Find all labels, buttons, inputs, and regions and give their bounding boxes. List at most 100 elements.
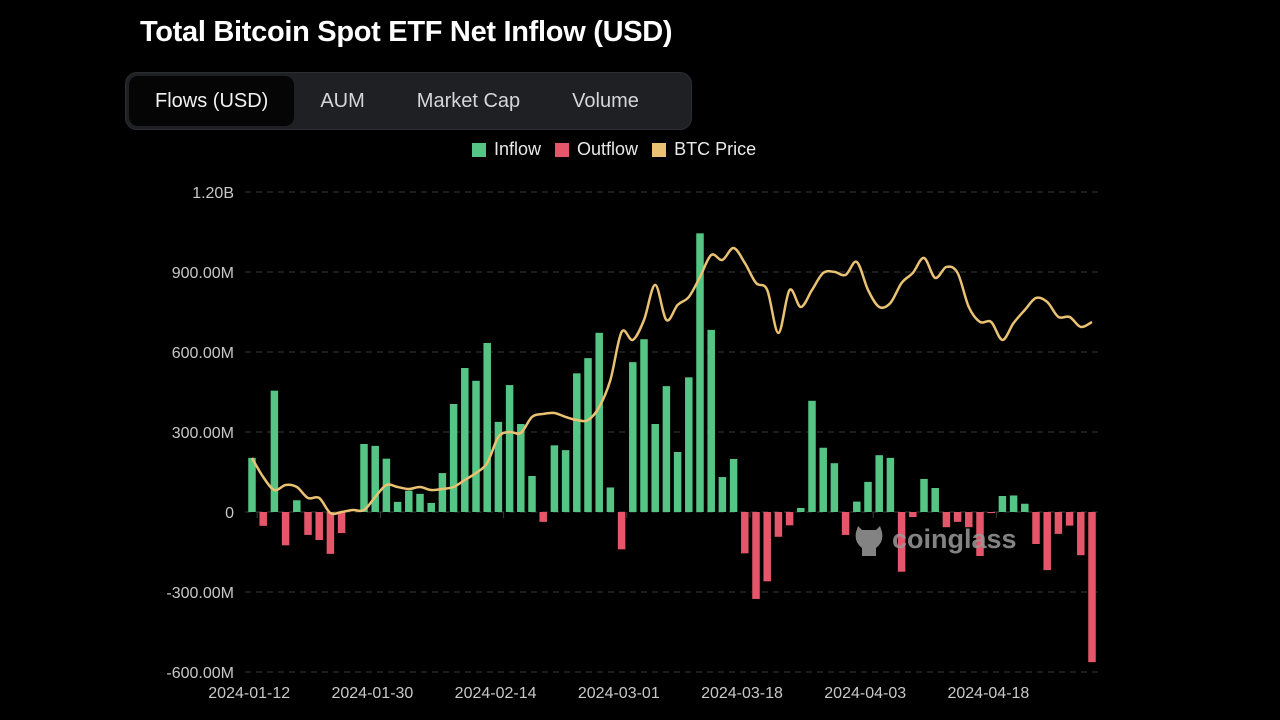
inflow-bar xyxy=(920,478,928,512)
inflow-bar xyxy=(405,490,413,512)
inflow-bar xyxy=(293,500,301,512)
inflow-bar xyxy=(561,450,570,512)
inflow-bar xyxy=(886,457,895,512)
legend-inflow[interactable]: Inflow xyxy=(472,139,541,160)
inflow-bar xyxy=(707,329,715,512)
inflow-bar xyxy=(595,332,603,512)
outflow-bar xyxy=(315,512,323,540)
inflow-bar xyxy=(1009,495,1018,512)
outflow-bar xyxy=(741,512,749,554)
outflow-bar xyxy=(763,512,771,582)
x-tick-label: 2024-03-01 xyxy=(578,685,660,702)
inflow-bar xyxy=(673,452,682,512)
coinglass-logo-icon xyxy=(855,526,883,556)
inflow-bar xyxy=(729,458,738,512)
watermark-text: coinglass xyxy=(892,523,1017,554)
y-tick-label: 600.00M xyxy=(172,345,234,362)
outflow-bar xyxy=(1077,512,1085,556)
inflow-bar xyxy=(449,404,458,512)
outflow-bar xyxy=(1054,512,1063,534)
inflow-bar xyxy=(808,400,816,512)
inflow-bar xyxy=(528,476,536,512)
outflow-bar xyxy=(281,512,290,546)
tab-aum[interactable]: AUM xyxy=(320,90,365,112)
inflow-bar xyxy=(393,501,402,512)
inflow-bar xyxy=(573,373,581,512)
page-title: Total Bitcoin Spot ETF Net Inflow (USD) xyxy=(140,16,673,48)
outflow-bar xyxy=(1032,512,1040,544)
outflow-bar xyxy=(785,512,794,526)
chart-type-tabs: Flows (USD) AUM Market Cap Volume xyxy=(125,72,692,130)
inflow-bar xyxy=(1021,503,1029,512)
inflow-bar xyxy=(853,501,861,512)
outflow-bar xyxy=(909,512,917,518)
inflow-bar xyxy=(416,493,424,512)
outflow-bar xyxy=(259,512,267,526)
inflow-bar xyxy=(505,385,514,512)
legend-label: Outflow xyxy=(577,139,639,159)
legend: Inflow Outflow BTC Price xyxy=(472,139,756,160)
inflow-bar xyxy=(640,339,648,512)
inflow-bar xyxy=(875,455,883,512)
x-tick-label: 2024-03-18 xyxy=(701,685,783,702)
inflow-bar xyxy=(438,473,447,512)
outflow-bar xyxy=(774,512,783,537)
x-tick-label: 2024-04-03 xyxy=(824,685,906,702)
tab-market-cap[interactable]: Market Cap xyxy=(416,90,521,112)
outflow-bar xyxy=(942,512,951,528)
x-tick-label: 2024-01-12 xyxy=(208,685,290,702)
inflow-bar xyxy=(718,477,727,512)
outflow-bar xyxy=(1065,512,1074,526)
inflow-bar xyxy=(494,421,503,512)
tab-volume[interactable]: Volume xyxy=(572,90,639,112)
inflow-bar xyxy=(662,386,671,512)
inflow-bar xyxy=(427,502,435,512)
y-tick-label: -600.00M xyxy=(166,665,234,682)
y-tick-label: 0 xyxy=(225,505,234,522)
legend-outflow[interactable]: Outflow xyxy=(555,139,638,160)
inflow-bar xyxy=(606,487,615,512)
inflow-bar xyxy=(629,362,637,512)
inflow-bar xyxy=(584,358,592,512)
inflow-bar xyxy=(270,390,279,512)
outflow-bar xyxy=(539,512,547,522)
outflow-bar xyxy=(897,512,906,572)
inflow-bar xyxy=(483,342,491,512)
x-tick-label: 2024-04-18 xyxy=(947,685,1029,702)
outflow-bar xyxy=(304,512,312,535)
inflow-bar xyxy=(472,380,480,512)
inflow-bar xyxy=(696,233,704,513)
inflow-bar xyxy=(371,445,379,512)
outflow-bar xyxy=(752,512,760,599)
legend-label: Inflow xyxy=(494,139,542,159)
outflow-bar xyxy=(965,512,973,528)
inflow-bar xyxy=(864,481,872,512)
legend-btc-price[interactable]: BTC Price xyxy=(652,139,756,160)
outflow-bar xyxy=(326,512,335,554)
y-tick-label: -300.00M xyxy=(166,585,234,602)
outflow-bar xyxy=(1088,512,1096,663)
coinglass-watermark: coinglass xyxy=(852,520,1017,558)
inflow-swatch xyxy=(472,142,486,157)
y-tick-label: 300.00M xyxy=(172,425,234,442)
btc-price-swatch xyxy=(652,142,667,157)
btc-price-line xyxy=(250,246,1093,516)
outflow-bar xyxy=(617,512,626,550)
tab-flows[interactable]: Flows (USD) xyxy=(129,76,295,126)
inflow-bar xyxy=(651,424,659,512)
inflow-bar xyxy=(931,488,939,512)
outflow-bar xyxy=(976,512,984,556)
y-tick-label: 1.20B xyxy=(192,185,234,202)
outflow-bar xyxy=(841,512,850,535)
inflow-bar xyxy=(998,496,1007,512)
legend-label: BTC Price xyxy=(674,139,757,159)
inflow-bar xyxy=(685,377,693,512)
y-tick-label: 900.00M xyxy=(172,265,234,282)
inflow-bar xyxy=(461,368,469,512)
outflow-bar xyxy=(987,512,995,514)
inflow-bar xyxy=(550,445,559,512)
outflow-bar xyxy=(953,512,962,522)
inflow-bar xyxy=(248,457,256,512)
x-tick-label: 2024-01-30 xyxy=(331,685,413,702)
inflow-bar xyxy=(517,424,525,512)
